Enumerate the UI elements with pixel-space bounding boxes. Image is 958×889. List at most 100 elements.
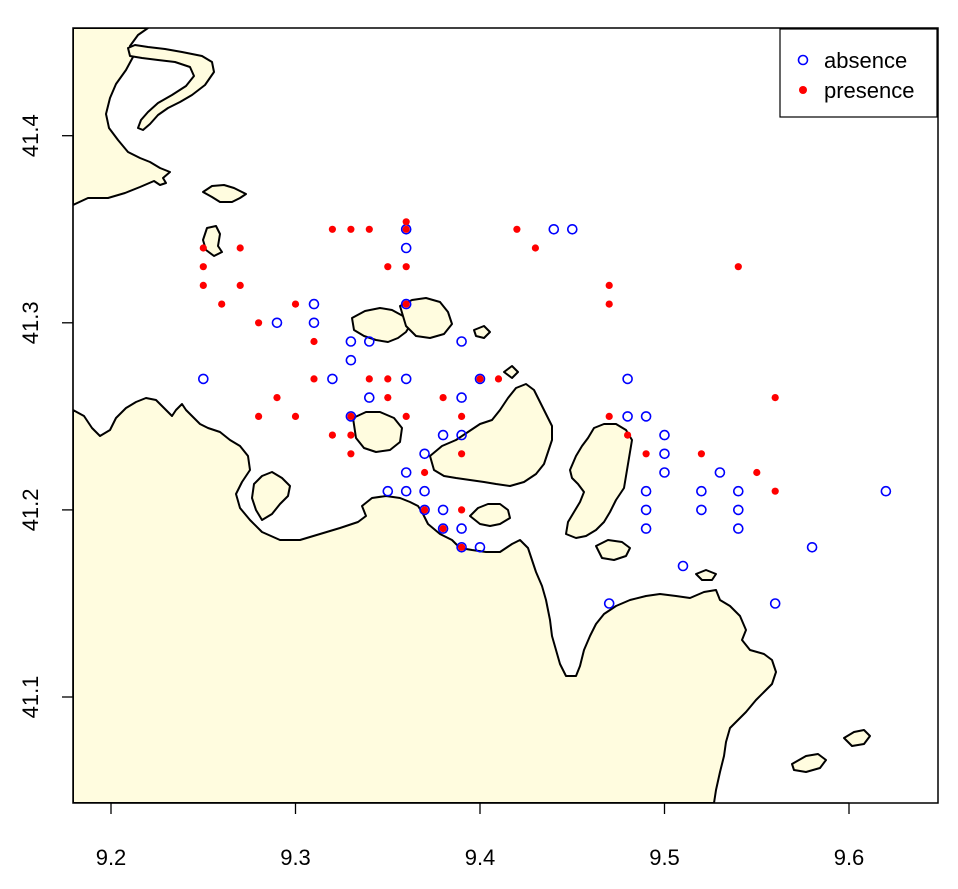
- presence-point-21: [384, 263, 392, 271]
- absence-point-9: [363, 392, 375, 403]
- presence-point-45: [642, 450, 650, 458]
- presence-point-14: [328, 431, 336, 439]
- absence-point-19: [419, 504, 430, 516]
- absence-point-6: [345, 354, 357, 366]
- island-spargi: [251, 471, 291, 521]
- island-la-maddalena: [351, 307, 413, 343]
- presence-point-13: [328, 225, 336, 233]
- presence-point-15: [347, 225, 355, 233]
- absence-point-10: [382, 485, 394, 497]
- absence-point-28: [474, 373, 486, 385]
- presence-point-37: [476, 375, 484, 383]
- absence-point-37: [640, 504, 652, 516]
- legend-presence-marker: [799, 86, 807, 94]
- absence-point-1: [271, 317, 283, 329]
- presence-point-44: [624, 431, 632, 439]
- presence-point-32: [439, 525, 447, 533]
- absence-point-46: [732, 485, 744, 497]
- presence-point-39: [513, 225, 521, 233]
- presence-point-12: [310, 375, 318, 383]
- absence-point-17: [419, 448, 430, 460]
- presence-point-41: [605, 281, 613, 289]
- presence-point-25: [402, 225, 410, 233]
- presence-point-48: [753, 468, 761, 477]
- presence-point-18: [347, 450, 355, 458]
- island-caprera-north: [399, 297, 453, 339]
- presence-point-1: [199, 263, 207, 271]
- presence-point-11: [310, 337, 318, 346]
- x-tick-label-1: 9.3: [280, 845, 311, 870]
- presence-point-33: [458, 412, 466, 420]
- y-tick-label-0: 41.1: [18, 676, 43, 719]
- presence-point-0: [199, 244, 207, 252]
- absence-point-18: [419, 485, 430, 497]
- points-layer: [198, 218, 892, 609]
- island-caprera: [429, 383, 553, 487]
- absence-point-30: [548, 224, 560, 235]
- absence-point-13: [400, 298, 412, 310]
- presence-point-46: [697, 450, 706, 458]
- islet-h: [503, 365, 519, 379]
- island-small-central: [469, 503, 511, 527]
- x-axis: 9.2 9.3 9.4 9.5 9.6: [96, 802, 865, 870]
- absence-point-2: [308, 298, 320, 310]
- presence-point-40: [531, 244, 540, 252]
- islet-e: [791, 753, 827, 773]
- presence-point-20: [365, 375, 373, 383]
- absence-point-15: [400, 467, 412, 478]
- absence-point-29: [474, 541, 486, 553]
- presence-point-9: [291, 300, 300, 308]
- absence-point-0: [198, 373, 209, 385]
- absence-point-14: [400, 373, 412, 385]
- absence-point-47: [732, 504, 744, 516]
- presence-point-28: [402, 412, 410, 420]
- presence-point-49: [771, 394, 779, 402]
- presence-point-24: [402, 218, 410, 226]
- absence-point-21: [437, 504, 449, 516]
- absence-point-35: [640, 411, 652, 422]
- presence-point-35: [458, 506, 466, 514]
- presence-point-38: [494, 375, 503, 383]
- presence-point-47: [734, 263, 742, 271]
- y-tick-label-3: 41.4: [18, 114, 43, 157]
- mainland-south: [73, 397, 777, 803]
- presence-point-6: [255, 319, 263, 327]
- absence-point-44: [696, 504, 707, 516]
- islet-f: [843, 729, 871, 747]
- legend-absence-marker: [797, 54, 809, 66]
- presence-point-30: [421, 506, 429, 514]
- absence-point-51: [880, 485, 892, 497]
- x-tick-label-4: 9.6: [834, 845, 865, 870]
- x-tick-label-2: 9.4: [465, 845, 496, 870]
- land-layer: [73, 28, 871, 803]
- presence-point-27: [402, 300, 410, 308]
- absence-point-26: [456, 523, 467, 534]
- presence-point-29: [421, 468, 429, 477]
- absence-point-8: [363, 336, 375, 347]
- islet-c: [595, 539, 631, 561]
- presence-point-23: [384, 394, 392, 402]
- absence-point-3: [308, 317, 320, 329]
- absence-point-49: [769, 598, 781, 609]
- islet-d: [695, 569, 717, 581]
- presence-point-5: [236, 281, 244, 289]
- presence-point-36: [458, 543, 466, 551]
- presence-point-8: [273, 394, 281, 402]
- presence-point-43: [605, 412, 613, 420]
- absence-point-16: [400, 485, 412, 497]
- absence-point-27: [456, 541, 467, 553]
- legend-absence-label: absence: [824, 48, 907, 73]
- presence-point-3: [218, 300, 226, 308]
- presence-point-42: [605, 300, 613, 308]
- island-east-large: [565, 423, 633, 539]
- presence-point-31: [439, 394, 447, 402]
- legend-box: [779, 28, 938, 118]
- absence-point-50: [806, 541, 818, 553]
- y-axis: 41.1 41.2 41.3 41.4: [18, 114, 74, 719]
- absence-point-24: [456, 392, 467, 403]
- absence-point-36: [640, 485, 652, 497]
- presence-point-7: [255, 412, 263, 420]
- absence-point-23: [456, 336, 467, 347]
- islet-g: [473, 325, 491, 339]
- absence-point-5: [345, 336, 357, 347]
